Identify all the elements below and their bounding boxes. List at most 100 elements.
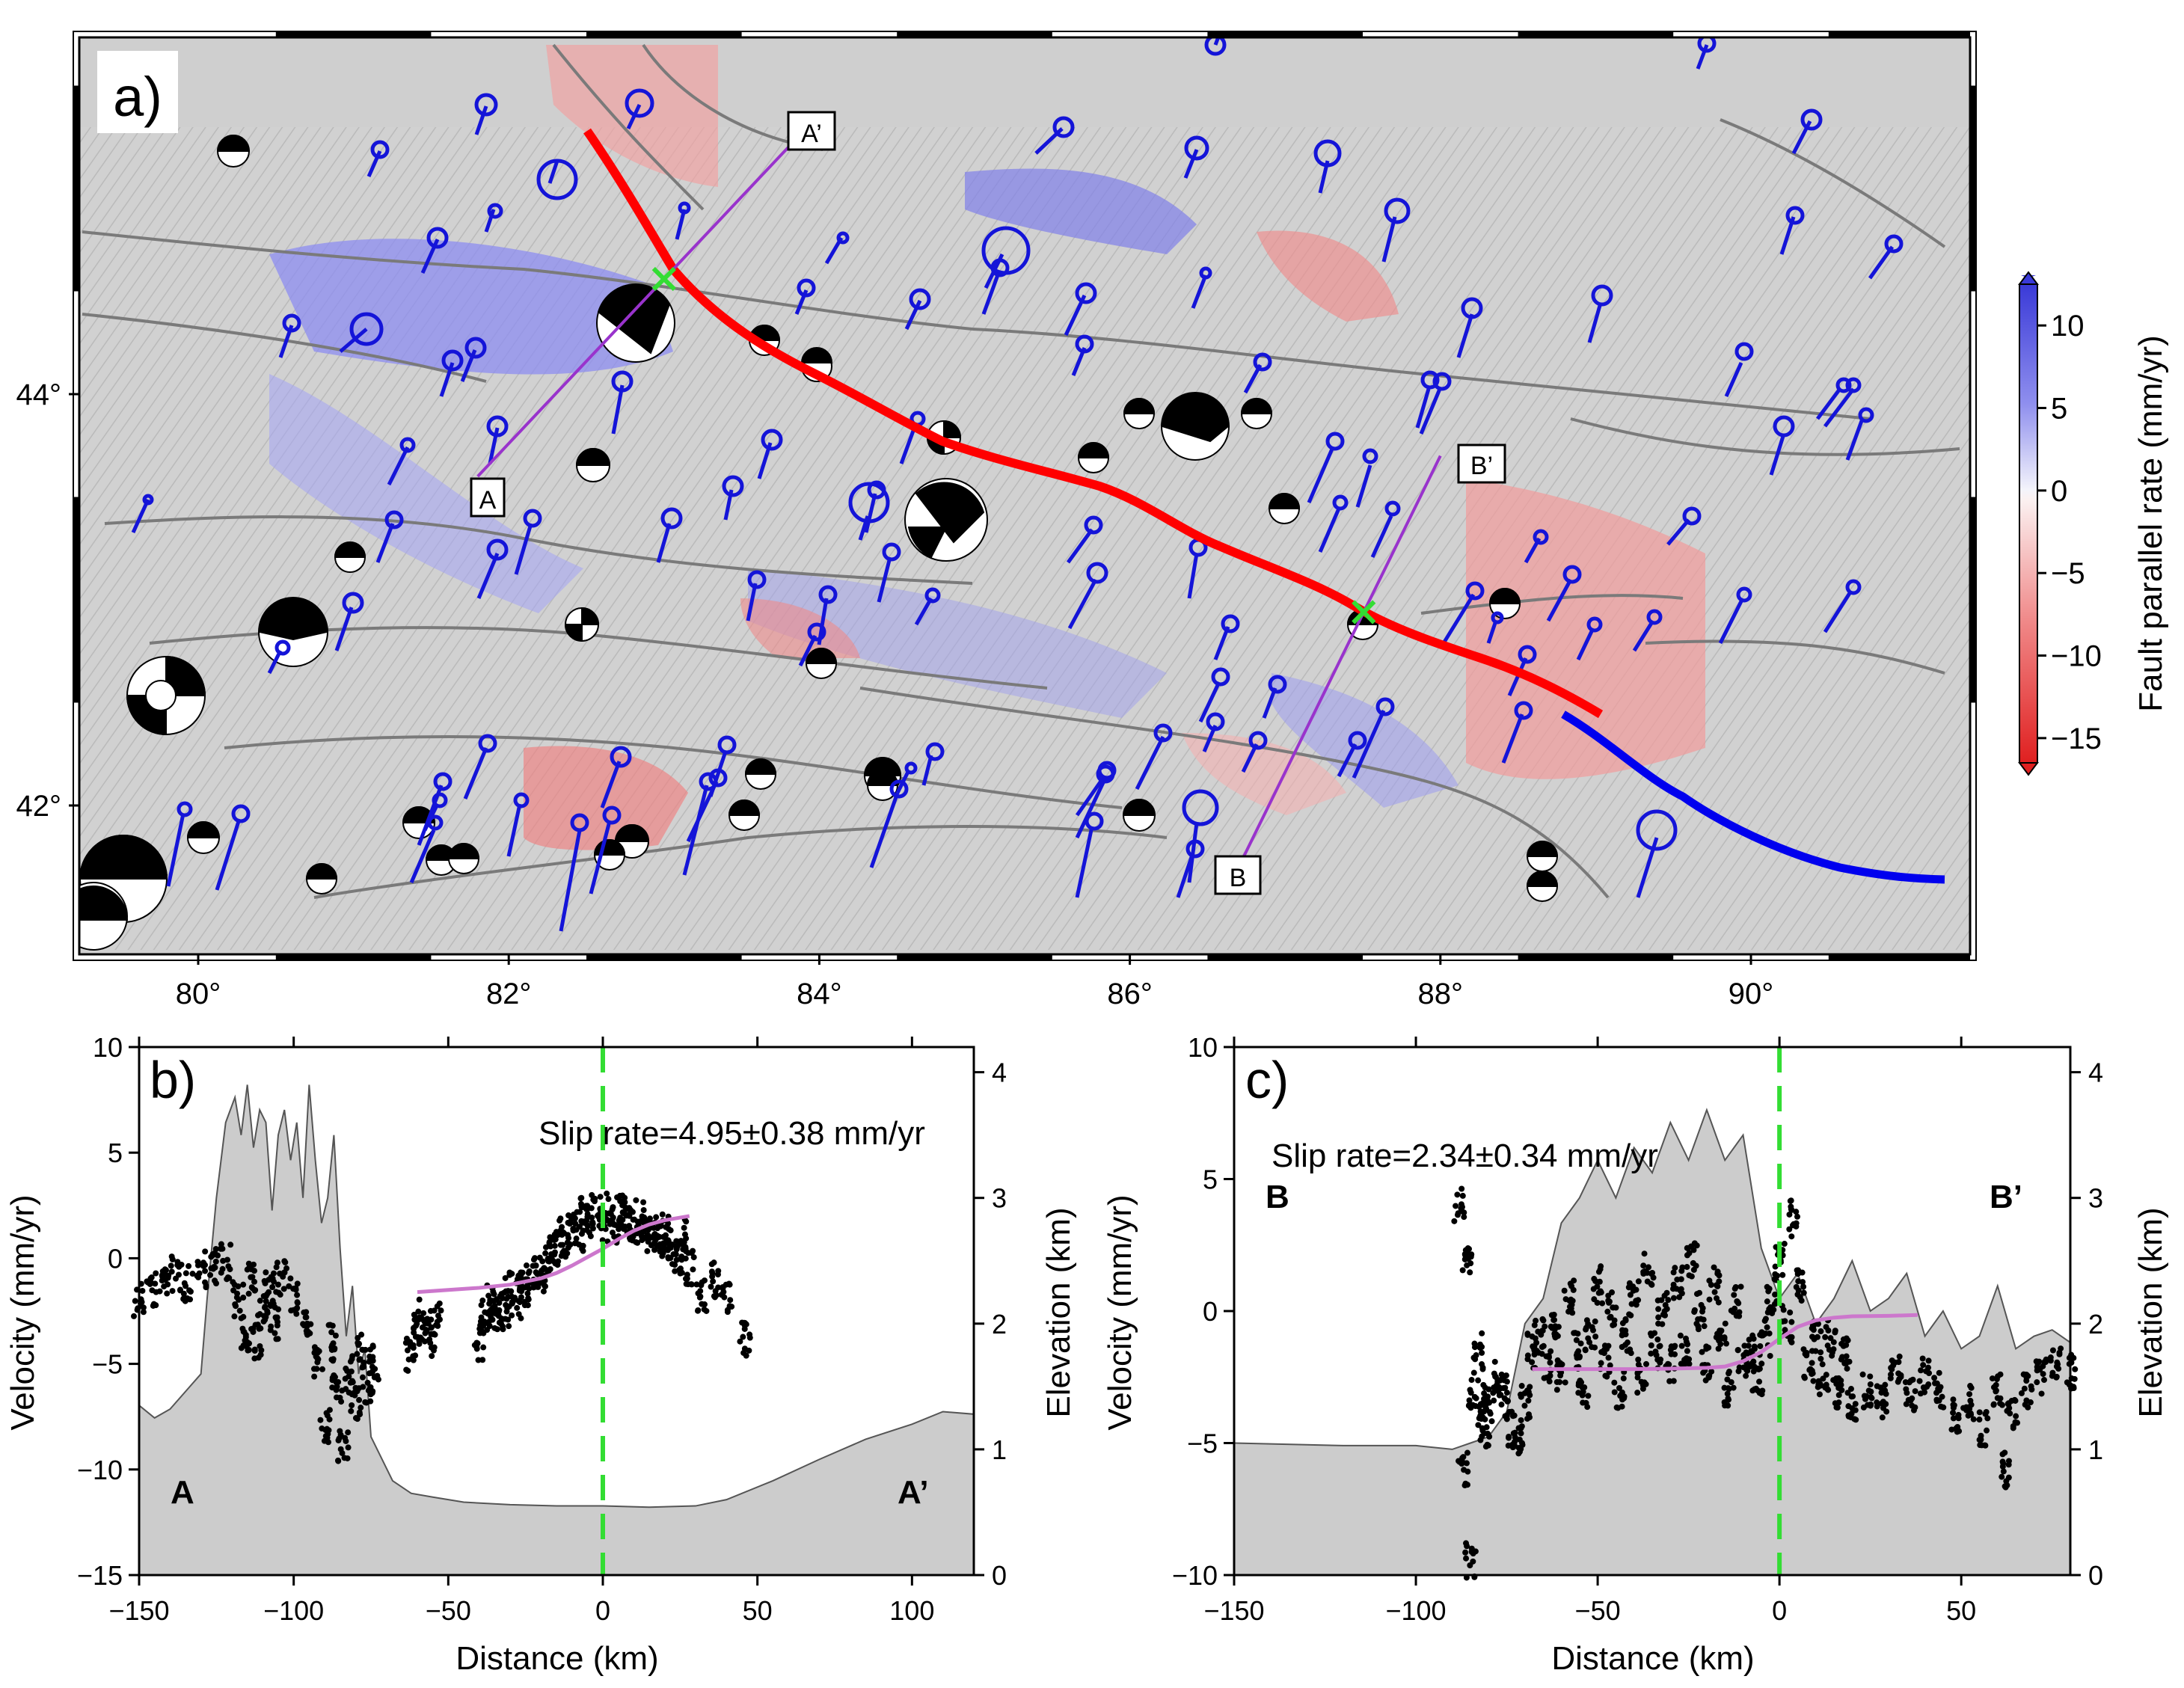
- velocity-point: [1590, 1263, 1606, 1307]
- point-dot: [1861, 1393, 1868, 1399]
- point-dot: [1993, 1376, 2000, 1383]
- point-dot: [220, 1257, 227, 1264]
- point-dot: [168, 1262, 174, 1269]
- point-dot: [1695, 1323, 1702, 1330]
- point-dot: [533, 1262, 539, 1269]
- point-dot: [1595, 1289, 1602, 1296]
- point-dot: [1714, 1331, 1721, 1337]
- point-dot: [153, 1270, 159, 1277]
- point-dot: [263, 1269, 269, 1276]
- elevation-area: [138, 1084, 975, 1576]
- beachball: [1077, 442, 1110, 473]
- point-dot: [557, 1242, 564, 1248]
- point-dot: [1548, 1312, 1555, 1319]
- velocity-point: [1830, 1375, 1845, 1411]
- point-dot: [683, 1247, 690, 1254]
- velocity-point: [1756, 1316, 1773, 1359]
- point-dot: [272, 1330, 278, 1336]
- point-dot: [1726, 1370, 1732, 1377]
- point-dot: [417, 1334, 424, 1341]
- point-dot: [1701, 1323, 1708, 1330]
- point-dot: [657, 1246, 664, 1253]
- point-dot: [740, 1333, 746, 1340]
- velocity-point: [267, 1301, 282, 1342]
- velocity-point: [1654, 1289, 1672, 1328]
- point-dot: [1479, 1366, 1486, 1372]
- point-dot: [1691, 1307, 1698, 1313]
- point-dot: [1473, 1352, 1479, 1359]
- point-dot: [1800, 1279, 1806, 1286]
- point-dot: [1984, 1415, 1991, 1422]
- point-dot: [1874, 1403, 1880, 1410]
- gps-arrow: [611, 370, 634, 435]
- velocity-points: [131, 1190, 753, 1464]
- point-dot: [1464, 1262, 1470, 1268]
- point-dot: [240, 1281, 247, 1288]
- point-dot: [219, 1245, 226, 1252]
- point-dot: [1468, 1377, 1475, 1384]
- point-dot: [357, 1356, 364, 1363]
- point-dot: [256, 1325, 263, 1332]
- point-dot: [479, 1297, 486, 1304]
- point-dot: [263, 1298, 269, 1304]
- point-dot: [287, 1275, 294, 1282]
- point-dot: [1847, 1386, 1854, 1393]
- gps-arrow: [474, 93, 498, 135]
- point-dot: [1668, 1351, 1675, 1357]
- gps-arrow: [1135, 723, 1173, 791]
- point-dot: [542, 1250, 549, 1256]
- y-tick-label: 5: [108, 1138, 123, 1168]
- point-dot: [509, 1312, 515, 1319]
- point-dot: [1717, 1341, 1724, 1348]
- point-dot: [257, 1342, 263, 1349]
- gps-arrow: [914, 587, 941, 626]
- gps-arrow: [1718, 586, 1752, 645]
- point-dot: [665, 1220, 672, 1227]
- point-dot: [410, 1353, 417, 1360]
- point-dot: [1546, 1378, 1553, 1385]
- velocity-point: [354, 1331, 369, 1371]
- point-dot: [678, 1269, 685, 1276]
- point-dot: [328, 1344, 335, 1351]
- point-dot: [1610, 1322, 1616, 1328]
- point-dot: [225, 1263, 232, 1270]
- point-dot: [1679, 1264, 1686, 1271]
- point-dot: [546, 1239, 553, 1245]
- point-dot: [185, 1262, 192, 1269]
- point-dot: [1635, 1356, 1642, 1363]
- point-dot: [355, 1334, 361, 1341]
- point-dot: [2037, 1366, 2043, 1373]
- point-dot: [506, 1271, 513, 1278]
- point-dot: [332, 1332, 339, 1339]
- point-dot: [1793, 1209, 1800, 1215]
- gps-arrow: [1632, 609, 1663, 652]
- beachball: [1488, 588, 1521, 619]
- point-dot: [1626, 1280, 1633, 1286]
- point-dot: [1572, 1330, 1579, 1336]
- panel-c-label: c): [1245, 1051, 1289, 1109]
- point-dot: [1714, 1268, 1721, 1275]
- x-tick-label: 80°: [176, 977, 221, 1010]
- point-dot: [521, 1284, 528, 1291]
- gps-arrow: [1355, 448, 1378, 508]
- point-dot: [319, 1425, 325, 1432]
- point-dot: [1762, 1316, 1769, 1322]
- point-dot: [1611, 1379, 1618, 1386]
- point-dot: [1607, 1362, 1613, 1369]
- point-dot: [269, 1284, 276, 1291]
- point-dot: [551, 1242, 558, 1249]
- point-dot: [640, 1199, 647, 1206]
- point-dot: [503, 1295, 510, 1302]
- gps-arrow: [1381, 197, 1411, 263]
- point-dot: [1764, 1309, 1771, 1316]
- point-dot: [1838, 1387, 1845, 1393]
- point-dot: [1458, 1461, 1465, 1467]
- point-dot: [132, 1298, 138, 1304]
- velocity-point: [1786, 1197, 1801, 1240]
- point-dot: [1848, 1393, 1855, 1400]
- point-dot: [1910, 1376, 1916, 1383]
- y2-tick-label: 1: [2088, 1434, 2103, 1465]
- point-dot: [292, 1286, 299, 1293]
- point-dot: [416, 1340, 423, 1347]
- point-dot: [182, 1270, 189, 1277]
